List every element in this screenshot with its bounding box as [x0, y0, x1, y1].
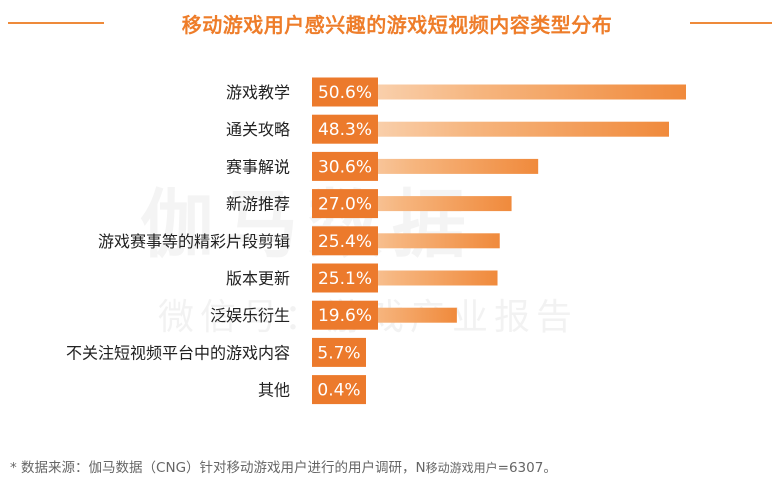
value-label-box — [312, 263, 378, 293]
value-label-box — [312, 189, 378, 219]
data-label: 50.6% — [318, 83, 372, 103]
category-label: 通关攻略 — [226, 120, 290, 139]
value-label-box — [312, 300, 378, 330]
value-label-box — [312, 77, 378, 107]
data-label: 27.0% — [318, 195, 372, 215]
data-label: 30.6% — [318, 157, 372, 177]
value-label-box — [312, 151, 378, 181]
bar-chart: 50.6% 游戏教学 48.3% 通关攻略 30.6% 赛事解说 27.0% 新游推荐 25.4… — [66, 77, 686, 405]
data-label: 19.6% — [318, 306, 372, 326]
value-label-box — [312, 114, 378, 144]
title-rule-left — [8, 22, 104, 24]
title-row: 移动游戏用户感兴趣的游戏短视频内容类型分布 — [0, 0, 779, 44]
data-label: 48.3% — [318, 120, 372, 140]
title-rule-right — [690, 22, 772, 24]
category-label: 泛娱乐衍生 — [210, 306, 290, 325]
footnote-source: * 数据来源：伽马数据（CNG）针对移动游戏用户进行的用户调研，N — [10, 460, 426, 476]
category-label: 版本更新 — [226, 269, 290, 288]
category-label: 游戏赛事等的精彩片段剪辑 — [98, 232, 290, 251]
bar — [312, 121, 669, 137]
category-label: 新游推荐 — [226, 195, 290, 214]
footnote-subscript: 移动游戏用户 — [425, 461, 498, 475]
value-label-box — [312, 375, 366, 405]
footnote: * 数据来源：伽马数据（CNG）针对移动游戏用户进行的用户调研，N移动游戏用户=… — [10, 456, 557, 476]
data-label: 25.1% — [318, 269, 372, 289]
value-label-box — [312, 226, 378, 256]
category-label: 不关注短视频平台中的游戏内容 — [66, 343, 290, 362]
data-label: 25.4% — [318, 232, 372, 252]
category-label: 游戏教学 — [226, 83, 290, 102]
chart-title: 移动游戏用户感兴趣的游戏短视频内容类型分布 — [181, 13, 613, 37]
value-label-box — [312, 337, 366, 367]
footnote-sample-size: =6307。 — [497, 460, 557, 476]
category-label: 其他 — [258, 381, 290, 400]
data-label: 0.4% — [317, 381, 360, 401]
bar — [312, 84, 686, 100]
category-label: 赛事解说 — [226, 157, 290, 176]
data-label: 5.7% — [317, 343, 360, 363]
